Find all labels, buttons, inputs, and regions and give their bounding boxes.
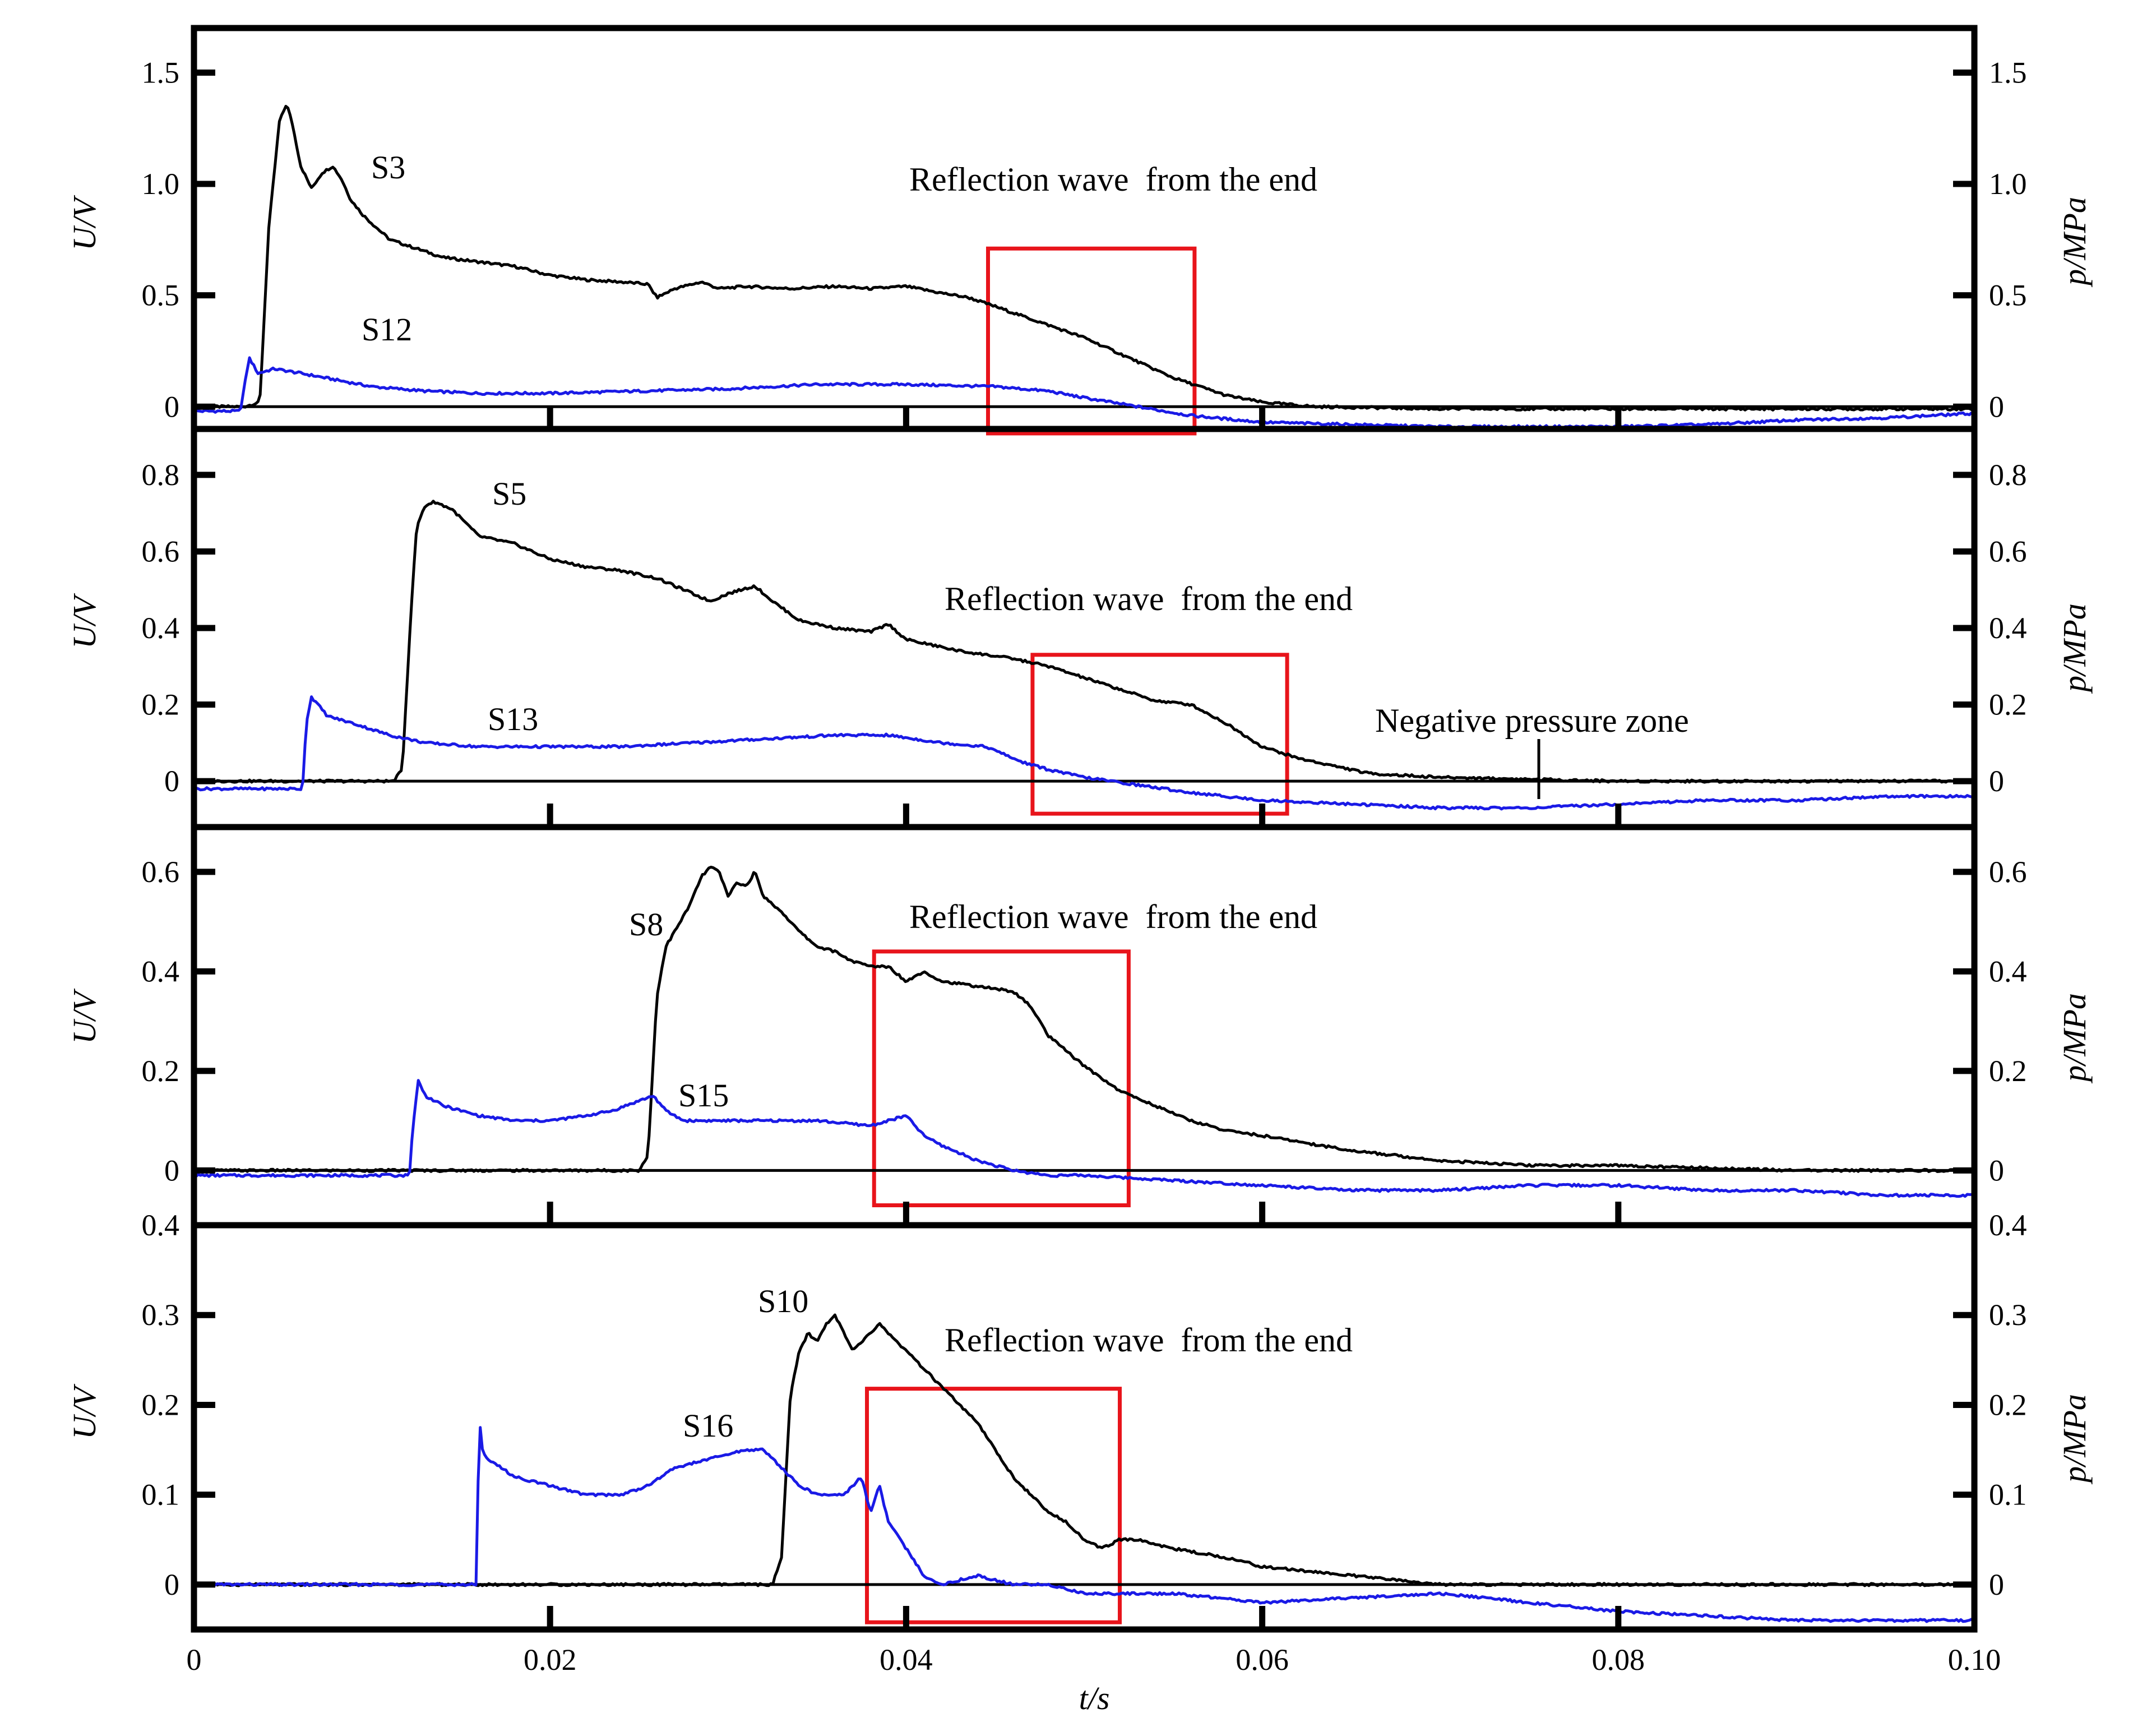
panel-2-ylabel-right: p/MPa — [2056, 603, 2093, 694]
series-label-s3: S3 — [371, 149, 405, 186]
x-axis-label: t/s — [1079, 1680, 1110, 1716]
y-tick-label-right: 0.4 — [1989, 1208, 2027, 1242]
y-tick-label-right: 0.5 — [1989, 279, 2027, 312]
x-tick-label: 0.10 — [1948, 1643, 2001, 1677]
y-tick-label-left: 0.6 — [142, 534, 180, 568]
x-tick-label: 0.04 — [880, 1643, 933, 1677]
series-label-s13: S13 — [488, 701, 538, 737]
series-label-s8: S8 — [629, 906, 663, 943]
panel-3-ylabel-right: p/MPa — [2056, 993, 2093, 1084]
y-tick-label-left: 0.2 — [142, 688, 180, 722]
y-tick-label-left: 0 — [164, 1153, 179, 1187]
x-tick-label: 0 — [187, 1643, 202, 1677]
y-tick-label-right: 0 — [1989, 390, 2004, 423]
y-tick-label-left: 0.8 — [142, 458, 180, 492]
y-tick-label-left: 0.4 — [142, 1208, 180, 1242]
x-tick-label: 0.02 — [524, 1643, 577, 1677]
series-label-s10: S10 — [758, 1283, 808, 1319]
y-tick-label-right: 0.6 — [1989, 534, 2027, 568]
y-tick-label-right: 1.0 — [1989, 167, 2027, 201]
axis-ticks — [194, 69, 1974, 1629]
reflection-highlight-box-panel-3 — [872, 949, 1131, 1207]
y-tick-label-left: 0 — [164, 390, 179, 423]
x-tick-label: 0.08 — [1592, 1643, 1645, 1677]
panel-3-annotation: Reflection wave from the end — [909, 898, 1317, 935]
series-line-s15 — [194, 1079, 1974, 1198]
panel-2-ylabel: U/V — [66, 593, 103, 649]
panel-4-annotation: Reflection wave from the end — [945, 1322, 1353, 1359]
y-tick-label-right: 0.6 — [1989, 855, 2027, 889]
series-line-s13 — [193, 695, 1974, 811]
panel-3-ylabel: U/V — [66, 988, 103, 1044]
series-label-s12: S12 — [362, 311, 412, 348]
panel-2-annotation: Reflection wave from the end — [945, 580, 1353, 617]
series-line-s8 — [193, 865, 1974, 1173]
highlight-boxes — [865, 246, 1289, 1624]
series-line-s12 — [193, 356, 1974, 430]
panel-4-ylabel: U/V — [66, 1383, 103, 1439]
panel-2-negative-pressure-label: Negative pressure zone — [1375, 702, 1689, 739]
series-line-s16 — [193, 1426, 1975, 1623]
y-tick-label-right: 0.1 — [1989, 1478, 2027, 1512]
panel-1-annotation: Reflection wave from the end — [909, 161, 1317, 198]
series-label-s5: S5 — [492, 475, 526, 512]
reflection-highlight-box-panel-1 — [986, 246, 1197, 436]
x-tick-label: 0.06 — [1236, 1643, 1289, 1677]
tick-labels: 0 0 0.5 0.5 1.0 1.0 1.5 1.5 0 0 0.2 0.2 0.4 0.4 0.6 0.6… — [142, 56, 2027, 1677]
reflection-highlight-box-panel-4 — [865, 1387, 1122, 1624]
panel-4-ylabel-right: p/MPa — [2056, 1394, 2093, 1485]
y-tick-label-left: 0.6 — [142, 855, 180, 889]
y-tick-label-left: 0 — [164, 764, 179, 798]
series-lines — [193, 105, 1975, 1623]
y-tick-label-left: 0.5 — [142, 279, 180, 312]
reflection-highlight-box-panel-2 — [1030, 653, 1289, 816]
y-tick-label-right: 0.3 — [1989, 1298, 2027, 1332]
y-tick-label-right: 0.8 — [1989, 458, 2027, 492]
series-label-s16: S16 — [683, 1407, 733, 1444]
y-tick-label-left: 0.2 — [142, 1388, 180, 1421]
y-tick-label-left: 0.4 — [142, 611, 180, 645]
y-tick-label-right: 0.4 — [1989, 611, 2027, 645]
y-tick-label-right: 0.4 — [1989, 954, 2027, 988]
series-line-s5 — [193, 500, 1974, 784]
series-label-s15: S15 — [678, 1077, 729, 1114]
y-tick-label-left: 0.1 — [142, 1478, 180, 1512]
y-tick-label-right: 0 — [1989, 1568, 2004, 1601]
y-tick-label-right: 0.2 — [1989, 1388, 2027, 1421]
y-tick-label-right: 0 — [1989, 764, 2004, 798]
panel-1-ylabel: U/V — [66, 195, 103, 251]
y-tick-label-left: 0.2 — [142, 1054, 180, 1088]
y-tick-label-right: 0 — [1989, 1153, 2004, 1187]
series-line-s3 — [193, 105, 1974, 412]
y-tick-label-right: 0.2 — [1989, 688, 2027, 722]
y-tick-label-left: 0 — [164, 1568, 179, 1601]
panel-1-ylabel-right: p/MPa — [2056, 197, 2093, 288]
y-tick-label-left: 0.3 — [142, 1298, 180, 1332]
y-tick-label-left: 0.4 — [142, 954, 180, 988]
series-line-s10 — [193, 1313, 1974, 1587]
y-tick-label-right: 1.5 — [1989, 56, 2027, 89]
y-tick-label-right: 0.2 — [1989, 1054, 2027, 1088]
y-tick-label-left: 1.0 — [142, 167, 180, 201]
y-tick-label-left: 1.5 — [142, 56, 180, 89]
